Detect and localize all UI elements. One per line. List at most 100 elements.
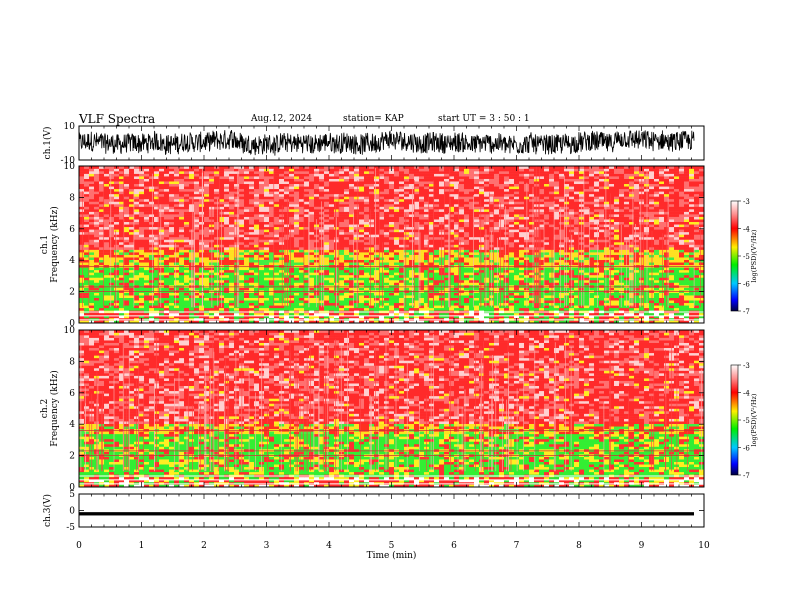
ch1-spec-cell (224, 267, 229, 270)
ch1-spec-cell (689, 285, 694, 288)
ch1-spec-cell (339, 227, 344, 230)
ch1-spec-cell (159, 275, 164, 278)
ch1-spec-cell (684, 300, 689, 303)
ch1-spec-cell (179, 285, 184, 288)
ch1-spec-cell (584, 305, 589, 308)
ch1-spec-cell (434, 262, 439, 265)
ch1-spec-cell (589, 298, 594, 301)
ch1-spec-cell (634, 305, 639, 308)
ch1-spec-cell (594, 242, 599, 245)
ch1-spec-cell (324, 267, 329, 270)
ch1-spec-cell (669, 272, 674, 275)
ch1-spec-cell (679, 255, 684, 258)
ch1-spec-cell (274, 303, 279, 306)
ch1-spec-cell (199, 275, 204, 278)
ch1-spec-cell (369, 288, 374, 291)
ch1-spec-cell (554, 267, 559, 270)
ch1-spec-cell (344, 234, 349, 237)
ch1-spec-cell (259, 245, 264, 248)
ch1-spec-cell (389, 224, 394, 227)
ch1-spec-cell (434, 272, 439, 275)
ch1-spec-cell (144, 237, 149, 240)
ch1-spec-cell (654, 285, 659, 288)
ch1-spec-cell (184, 295, 189, 298)
ch1-spec-cell (584, 298, 589, 301)
ch1-spec-cell (474, 260, 479, 263)
ch1-spec-cell (144, 305, 149, 308)
ch1-spec-cell (689, 232, 694, 235)
ch1-spec-cell (669, 255, 674, 258)
ch1-spec-cell (364, 232, 369, 235)
ch1-spec-cell (519, 224, 524, 227)
ch1-spec-cell (189, 234, 194, 237)
ch1-spec-cell (204, 285, 209, 288)
ch1-spec-cell (334, 237, 339, 240)
ch1-spec-cell (239, 305, 244, 308)
ch1-spec-cell (229, 227, 234, 230)
ch1-spec-cell (679, 305, 684, 308)
ch1-spec-cell (604, 282, 609, 285)
ch1-spec-cell (214, 237, 219, 240)
ch1-spec-cell (289, 257, 294, 260)
ch1-spec-cell (559, 229, 564, 232)
ch1-spec-cell (249, 280, 254, 283)
ch1-spec-cell (134, 229, 139, 232)
ch1-spec-cell (514, 285, 519, 288)
ch1-spec-cell (239, 260, 244, 263)
ch1-spec-cell (539, 275, 544, 278)
ch1-spec-cell (539, 280, 544, 283)
ch1-spec-cell (124, 280, 129, 283)
ch1-spec-cell (524, 313, 529, 316)
ch1-spec-cell (634, 224, 639, 227)
ch1-spec-cell (289, 234, 294, 237)
ch1-spec-cell (309, 308, 314, 311)
ch1-spec-cell (689, 282, 694, 285)
ch1-spec-cell (464, 257, 469, 260)
ch1-spec-cell (669, 242, 674, 245)
ch1-spec-cell (274, 255, 279, 258)
ch1-spec-cell (684, 298, 689, 301)
ch1-spec-cell (654, 267, 659, 270)
ch1-spec-cell (559, 285, 564, 288)
ch1-spec-cell (139, 293, 144, 296)
ch1-spec-cell (299, 257, 304, 260)
ch1-spec-cell (224, 250, 229, 253)
ch1-spec-cell (539, 234, 544, 237)
ch1-spec-cell (554, 227, 559, 230)
ch1-spec-cell (344, 237, 349, 240)
ch1-spec-cell (664, 308, 669, 311)
ch1-spec-cell (559, 305, 564, 308)
ch1-spec-cell (109, 293, 114, 296)
ch1-spec-cell (309, 267, 314, 270)
ch1-spec-cell (224, 252, 229, 255)
ch1-spec-cell (189, 260, 194, 263)
ch1-spec-cell (179, 257, 184, 260)
ch1-spec-cell (404, 227, 409, 230)
ch1-spec-cell (119, 308, 124, 311)
ch1-spec-cell (484, 308, 489, 311)
ch1-spec-cell (294, 293, 299, 296)
ch1-spec-cell (94, 308, 99, 311)
ch1-spec-cell (194, 227, 199, 230)
ch1-spec-cell (394, 237, 399, 240)
ch1-spec-cell (189, 255, 194, 258)
ch1-spec-cell (334, 232, 339, 235)
ch1-spec-cell (619, 282, 624, 285)
ch1-spec-cell (294, 229, 299, 232)
ch1-spec-cell (599, 293, 604, 296)
ch1-spec-cell (694, 262, 699, 265)
ch1-spec-cell (389, 257, 394, 260)
ch1-spec-cell (124, 229, 129, 232)
ch1-spec-cell (294, 247, 299, 250)
ch1-spec-cell (694, 305, 699, 308)
ch1-spec-cell (124, 234, 129, 237)
ch1-spec-cell (559, 242, 564, 245)
ch1-spec-cell (79, 255, 84, 258)
ch1-spec-cell (384, 305, 389, 308)
ch1-spec-cell (304, 313, 309, 316)
ch1-spec-cell (244, 234, 249, 237)
ch1-spec-cell (464, 229, 469, 232)
ch1-spec-cell (159, 300, 164, 303)
ch1-spec-cell (89, 229, 94, 232)
ch1-spec-cell (384, 280, 389, 283)
